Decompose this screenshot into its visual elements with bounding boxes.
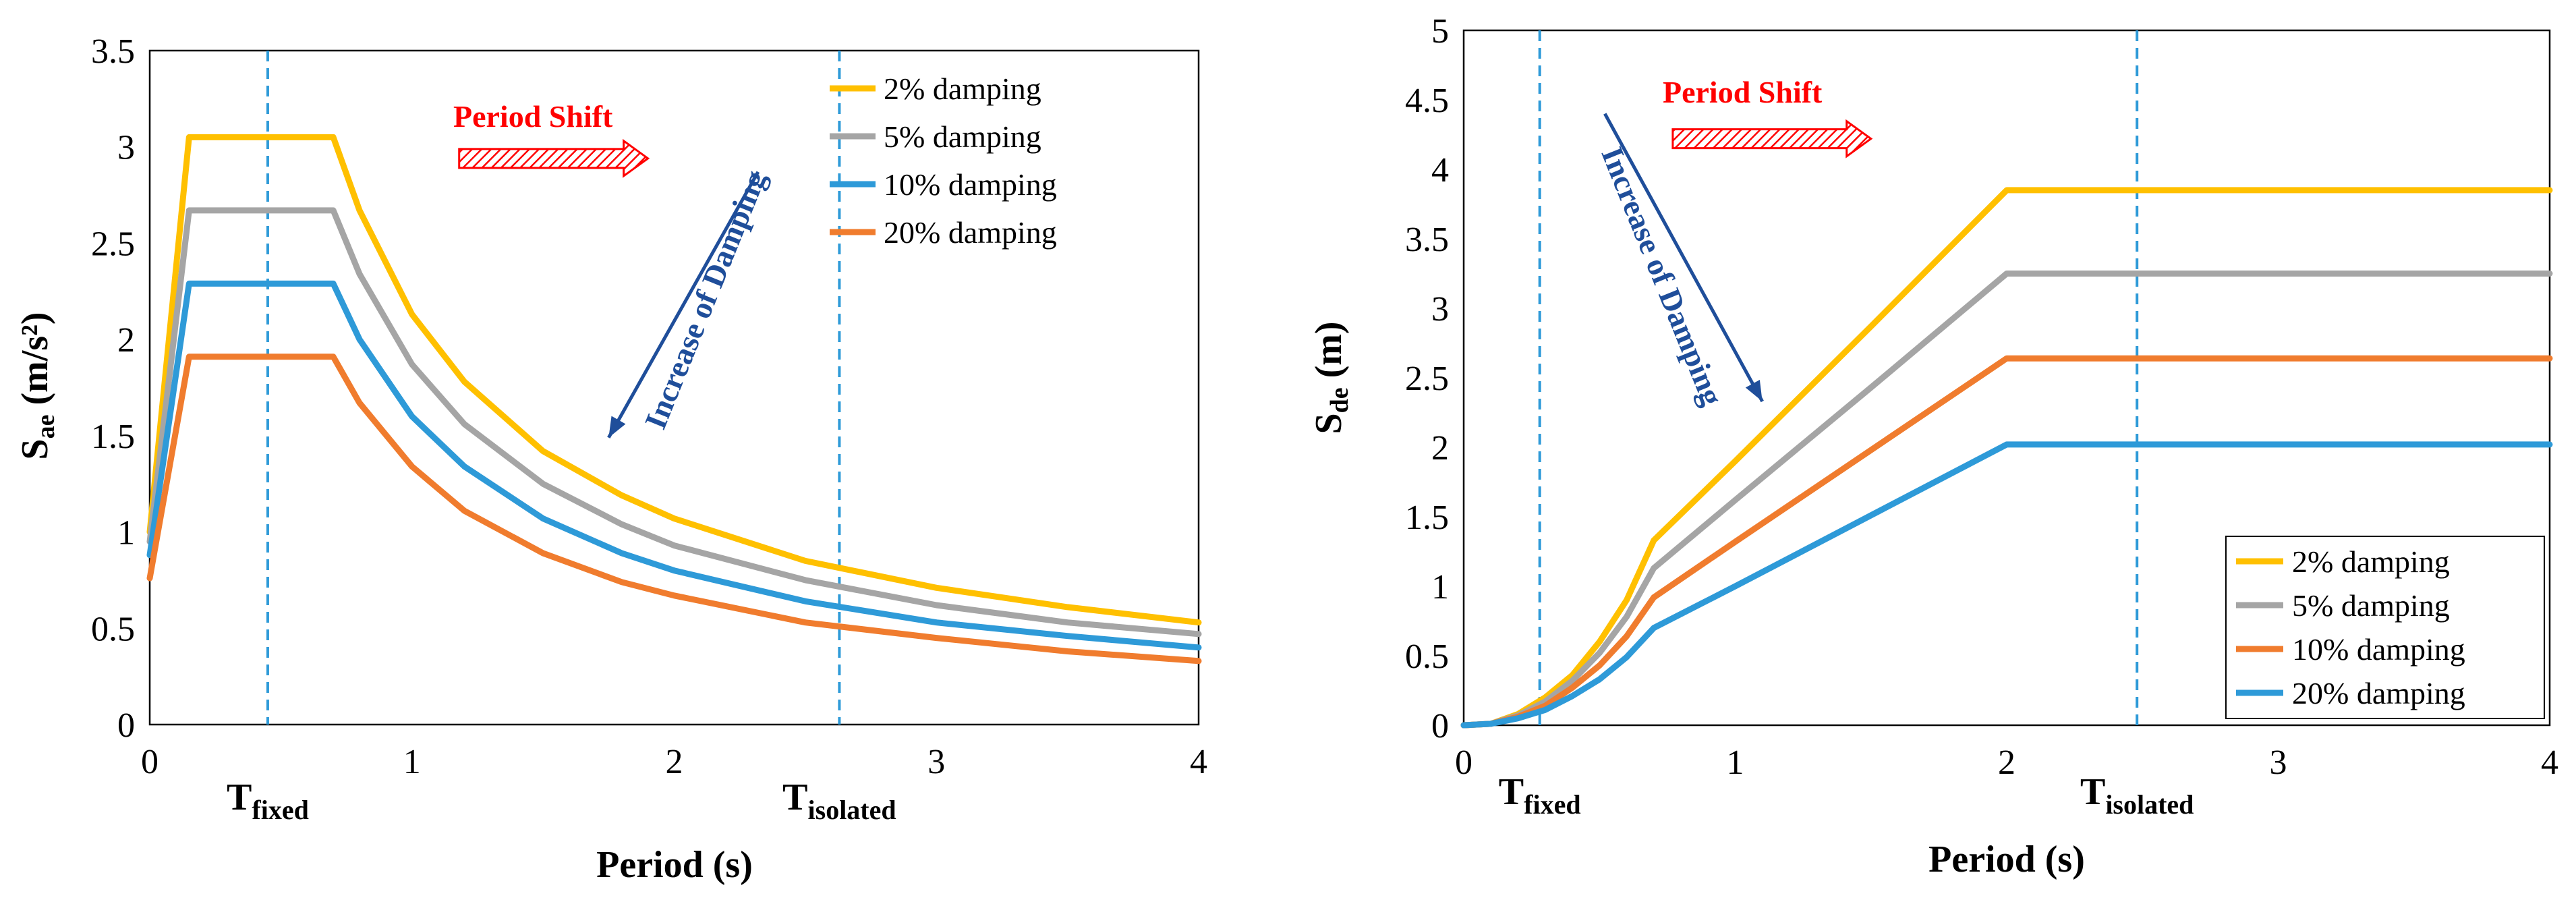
y-tick-label: 3.5 [91,32,135,71]
x-tick-label: 1 [403,743,421,781]
y-tick-labels: 0 0.5 1 1.5 2 2.5 3 3.5 [91,32,135,745]
damping-arrow [1603,113,1764,403]
period-markers: Tfixed Tisolated [227,51,896,825]
y-tick-labels: 0 0.5 1 1.5 2 2.5 3 3.5 4 4.5 5 [1405,12,1449,745]
legend-label-10pct: 10% damping [2292,632,2465,667]
x-tick-labels: 0 1 2 3 4 [141,743,1207,781]
x-tick-label: 2 [666,743,683,781]
period-markers: Tfixed Tisolated [1499,30,2194,820]
y-tick-label: 0.5 [1405,638,1449,676]
t-isolated-label: Tisolated [2080,771,2194,820]
x-axis-title: Period (s) [596,844,753,886]
y-tick-label: 1 [1431,568,1449,606]
x-tick-label: 1 [1727,743,1744,782]
y-tick-label: 0 [1431,707,1449,745]
period-shift-block-arrow [458,138,650,178]
y-tick-label: 1 [117,514,135,553]
y-tick-label: 1.5 [91,418,135,456]
series-line-20-damping [1460,441,2553,729]
t-fixed-label: Tfixed [227,776,309,825]
period-shift-block-arrow [1671,119,1873,159]
y-tick-label: 3 [117,129,135,167]
plot-area-frame [1462,29,2551,727]
damping-arrow-head [1745,379,1763,402]
damping-arrow-shaft [1603,113,1764,403]
legend-label-10pct: 10% damping [884,167,1057,202]
x-tick-label: 4 [2541,743,2558,782]
series-lines [146,134,1202,665]
x-tick-label: 0 [141,743,159,781]
y-tick-label: 5 [1431,12,1449,51]
damping-label: Increase of Damping [1595,142,1729,409]
series-lines [1460,187,2553,729]
y-tick-label: 3.5 [1405,221,1449,259]
x-tick-label: 3 [2270,743,2287,782]
y-tick-label: 2 [1431,429,1449,468]
chart-left: 0 0.5 1 1.5 2 2.5 3 3.5 0 1 2 3 4 Tfixed Tisolated S… [14,32,1207,886]
y-tick-label: 0 [117,706,135,745]
y-tick-label: 2.5 [91,225,135,263]
x-tick-label: 3 [927,743,945,781]
legend-label-2pct: 2% damping [884,72,1041,106]
t-fixed-label: Tfixed [1499,771,1581,820]
y-axis-title: Sae (m/s²) [14,312,60,459]
legend-label-5pct: 5% damping [884,119,1041,154]
legend-label-20pct: 20% damping [2292,676,2465,710]
x-axis-title: Period (s) [1928,839,2085,880]
series-line-5-damping [146,207,1202,638]
y-tick-label: 2.5 [1405,360,1449,398]
y-tick-label: 4 [1431,151,1449,190]
legend-label-2pct: 2% damping [2292,544,2450,579]
y-axis-title: Sde (m) [1308,321,1354,434]
period-shift-arrow [458,138,650,178]
legend: 2% damping 5% damping 10% damping 20% da… [2225,536,2545,719]
x-tick-label: 2 [1998,743,2015,782]
y-tick-label: 0.5 [91,610,135,648]
series-line-2-damping [146,134,1202,626]
damping-arrow [607,171,760,439]
legend-label-5pct: 5% damping [2292,588,2450,623]
series-line-20-damping [146,354,1202,665]
period-shift-arrow [1671,119,1873,159]
t-isolated-label: Tisolated [782,776,896,825]
x-tick-label: 4 [1190,743,1207,781]
damping-arrow-head [608,416,626,438]
legend-box [2225,536,2545,719]
y-tick-label: 2 [117,321,135,360]
x-tick-labels: 0 1 2 3 4 [1455,743,2558,782]
legend-label-20pct: 20% damping [884,215,1057,250]
series-line-10-damping [146,280,1202,651]
damping-arrow-shaft [607,171,760,439]
y-tick-label: 4.5 [1405,82,1449,120]
period-shift-label: Period Shift [1663,75,1823,109]
x-tick-label: 0 [1455,743,1472,782]
plot-area-frame [148,49,1200,726]
chart-right: 0 0.5 1 1.5 2 2.5 3 3.5 4 4.5 5 0 1 2 3 4 Tfixed Tisola… [1308,12,2558,880]
y-tick-label: 3 [1431,290,1449,329]
y-tick-label: 1.5 [1405,499,1449,537]
period-shift-label: Period Shift [453,99,613,134]
damping-label: Increase of Damping [638,165,773,433]
legend: 2% damping 5% damping 10% damping 20% da… [830,72,1057,250]
